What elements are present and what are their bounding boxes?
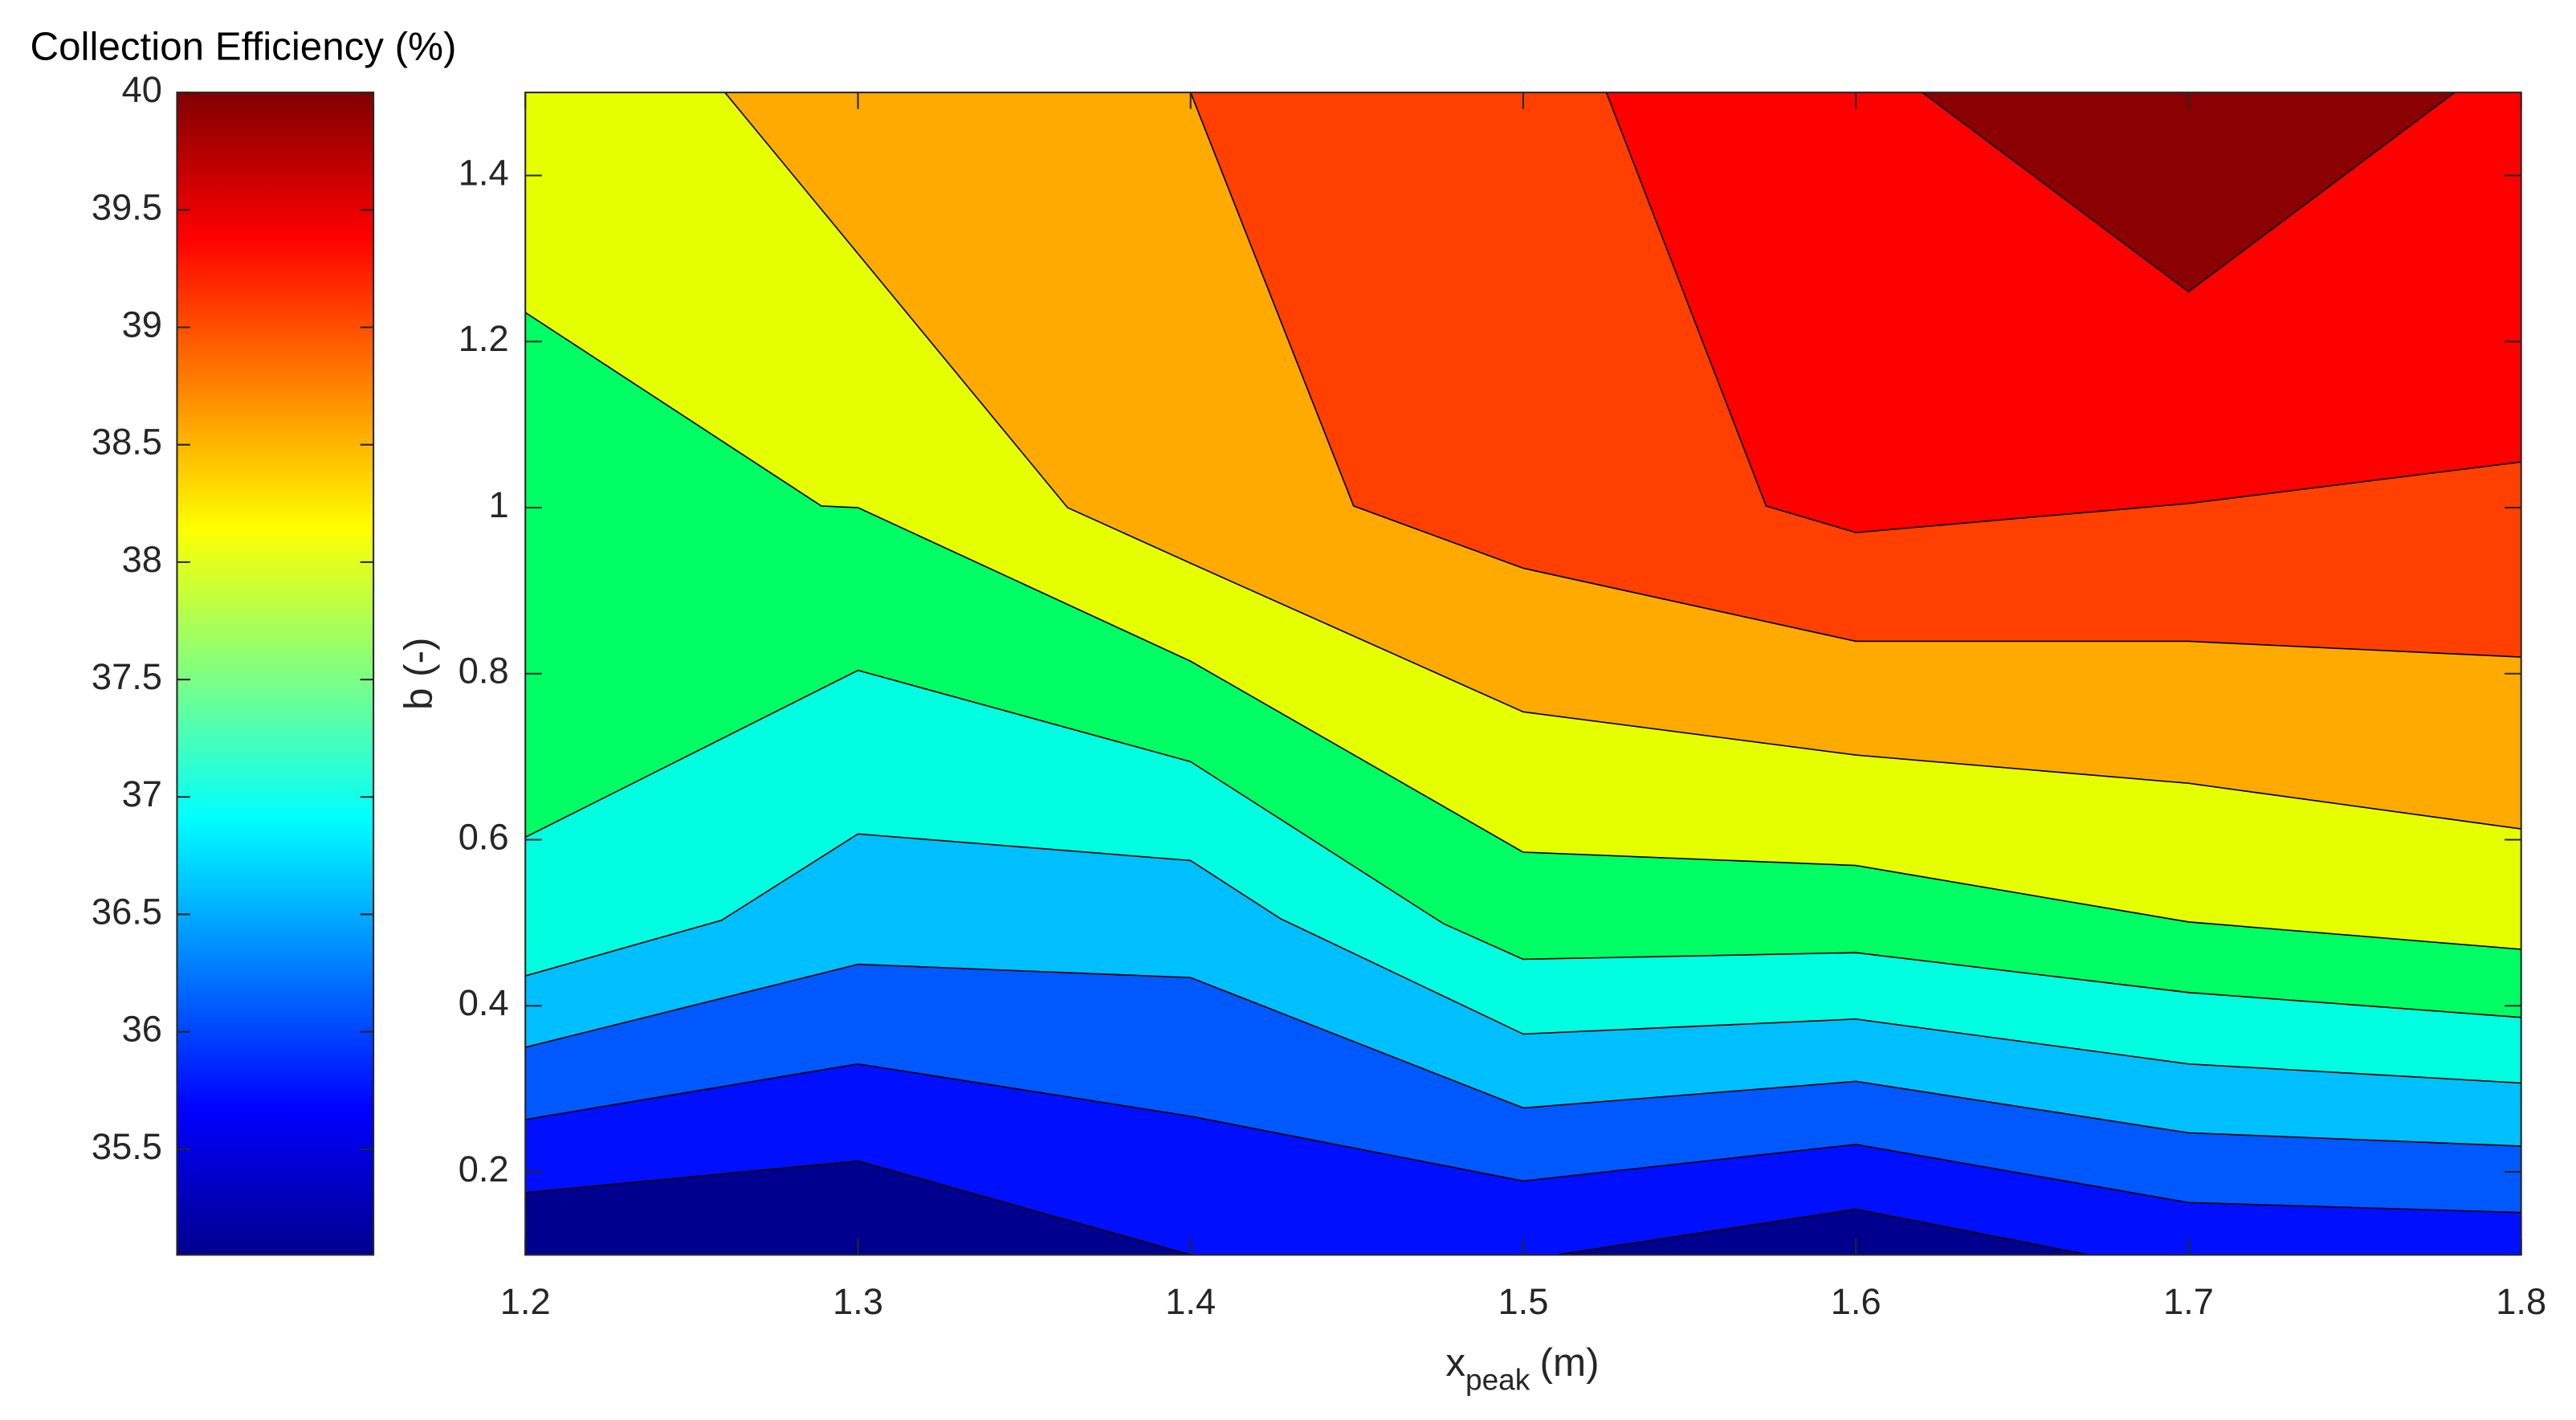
x-tick-label: 1.5	[1498, 1281, 1549, 1322]
y-tick-label: 1	[488, 484, 508, 525]
x-label-unit: (m)	[1540, 1340, 1600, 1385]
contour-line	[525, 312, 2521, 950]
colorbar-tick-label: 39	[122, 304, 162, 345]
contour-line	[525, 92, 2521, 293]
y-tick-label: 0.2	[459, 1149, 509, 1189]
y-tick-label: 1.2	[459, 318, 509, 359]
colorbar-tick-label: 36.5	[92, 891, 162, 932]
x-tick-label: 1.8	[2496, 1281, 2546, 1322]
y-tick-label: 1.4	[459, 152, 509, 193]
y-tick-label: 0.4	[459, 982, 509, 1023]
contour-line	[525, 1063, 2521, 1214]
colorbar-tick-label: 38.5	[92, 422, 162, 463]
y-tick-label: 0.6	[459, 816, 509, 857]
colorbar-tick-label: 37.5	[92, 656, 162, 697]
x-tick-label: 1.2	[500, 1281, 551, 1322]
x-tick-label: 1.4	[1165, 1281, 1216, 1322]
x-label-subscript: peak	[1465, 1363, 1531, 1396]
contour-line	[525, 1160, 2521, 1255]
x-tick-label: 1.6	[1831, 1281, 1881, 1322]
colorbar-tick-label: 39.5	[92, 186, 162, 227]
colorbar-tick-label: 36	[122, 1009, 162, 1050]
contour-line	[525, 92, 2521, 533]
contour-region	[525, 92, 2521, 292]
contour-line	[525, 92, 2521, 658]
y-tick-label: 0.8	[459, 651, 509, 692]
x-tick-label: 1.7	[2163, 1281, 2214, 1322]
x-label-text: x	[1445, 1340, 1465, 1385]
colorbar-tick-label: 35.5	[92, 1126, 162, 1167]
y-axis-label: b (-)	[397, 638, 441, 710]
x-axis-label: xpeak (m)	[1445, 1340, 1599, 1396]
colorbar-title: Collection Efficiency (%)	[30, 25, 456, 69]
plot-area	[525, 92, 2521, 1255]
colorbar	[176, 92, 375, 1256]
contour-region	[525, 92, 2521, 533]
contour-line	[525, 833, 2521, 1084]
contour-line	[525, 963, 2521, 1147]
contour-line	[525, 92, 2521, 830]
contour-line	[525, 669, 2521, 1018]
colorbar-tick-label: 40	[122, 69, 162, 110]
x-tick-label: 1.3	[833, 1281, 883, 1322]
colorbar-tick-label: 37	[122, 773, 162, 814]
colorbar-tick-label: 38	[122, 539, 162, 580]
